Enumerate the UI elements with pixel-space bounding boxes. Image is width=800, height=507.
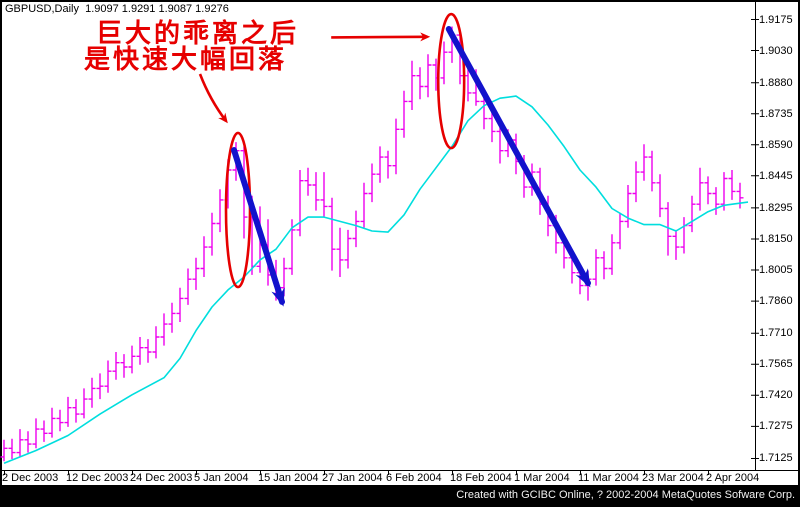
price-tick-label: 1.8445 (759, 170, 793, 182)
date-axis-background (2, 471, 798, 485)
price-tick-label: 1.9030 (759, 45, 793, 57)
price-tick-label: 1.7125 (759, 452, 793, 464)
annotation-line-2: 是快速大幅回落 (84, 44, 288, 74)
axis-lines (2, 2, 798, 471)
price-tick-label: 1.8590 (759, 139, 793, 151)
date-tick-label: 2 Apr 2004 (706, 472, 760, 484)
divergence-ellipse-2 (436, 12, 466, 150)
decline-arrow-1 (231, 147, 285, 307)
date-tick-label: 27 Jan 2004 (322, 472, 383, 484)
date-tick-label: 11 Mar 2004 (578, 472, 639, 484)
price-tick-label: 1.8005 (759, 264, 793, 276)
price-tick-label: 1.8295 (759, 202, 793, 214)
date-tick-label: 1 Mar 2004 (514, 472, 570, 484)
date-tick-label: 18 Feb 2004 (450, 472, 512, 484)
price-tick-label: 1.8150 (759, 233, 793, 245)
price-axis-background (756, 2, 798, 470)
date-tick-label: 6 Feb 2004 (386, 472, 442, 484)
price-tick-label: 1.8735 (759, 108, 793, 120)
date-tick-label: 24 Dec 2003 (130, 472, 193, 484)
symbol-ohlc-header: GBPUSD,Daily 1.9097 1.9291 1.9087 1.9276 (5, 3, 229, 15)
date-tick-label: 15 Jan 2004 (258, 472, 319, 484)
price-tick-label: 1.9175 (759, 14, 793, 26)
watermark-text: Created with GCIBC Online, ? 2002-2004 M… (456, 489, 795, 501)
axis-tick-marks (4, 19, 759, 475)
watermark-bar: Created with GCIBC Online, ? 2002-2004 M… (0, 485, 800, 507)
date-tick-label: 12 Dec 2003 (66, 472, 129, 484)
date-tick-label: 2 Dec 2003 (2, 472, 59, 484)
price-tick-label: 1.8880 (759, 77, 793, 89)
date-tick-label: 5 Jan 2004 (194, 472, 249, 484)
ohlc-bars (0, 26, 744, 462)
moving-average-line (3, 95, 749, 465)
price-tick-label: 1.7860 (759, 295, 793, 307)
annotation-text: 巨大的乖离之后 是快速大幅回落 (84, 20, 299, 72)
plot-background (2, 2, 755, 470)
annotation-line-1: 巨大的乖离之后 (96, 18, 300, 48)
price-tick-label: 1.7565 (759, 358, 793, 370)
decline-arrow-2 (445, 26, 591, 288)
pointer-arrow-diagonal (198, 73, 228, 124)
price-tick-label: 1.7420 (759, 389, 793, 401)
pointer-arrow-horizontal (331, 32, 431, 42)
price-tick-label: 1.7710 (759, 327, 793, 339)
price-tick-label: 1.7275 (759, 420, 793, 432)
date-tick-label: 23 Mar 2004 (642, 472, 704, 484)
